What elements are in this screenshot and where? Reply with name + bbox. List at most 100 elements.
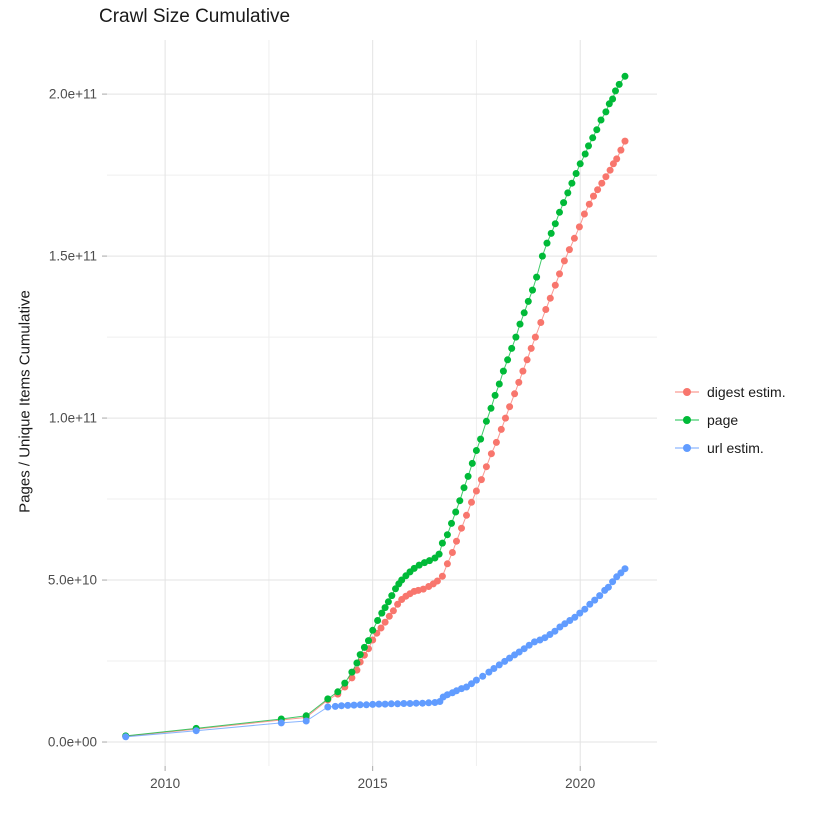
data-point	[360, 643, 368, 651]
data-point	[571, 613, 579, 621]
data-point	[392, 585, 399, 593]
data-point	[122, 733, 130, 741]
data-point	[495, 661, 503, 669]
data-point	[502, 414, 509, 422]
data-point	[590, 192, 597, 200]
data-point	[482, 417, 490, 425]
data-point	[375, 700, 383, 708]
data-point	[334, 688, 342, 696]
data-point	[425, 699, 433, 707]
data-point	[331, 702, 339, 710]
data-point	[485, 668, 493, 676]
data-point	[344, 701, 352, 709]
data-point	[499, 367, 507, 375]
data-point	[277, 719, 285, 727]
data-point	[524, 297, 532, 305]
data-point	[560, 257, 568, 265]
data-point	[609, 578, 617, 586]
data-point	[501, 657, 509, 665]
data-point	[381, 700, 389, 708]
data-point	[615, 80, 623, 88]
legend-label: page	[707, 412, 739, 428]
data-point	[556, 270, 563, 278]
data-point	[381, 604, 389, 612]
series-line-url-estim-	[125, 568, 626, 738]
data-point	[426, 557, 433, 565]
data-point	[338, 702, 345, 710]
data-point	[538, 252, 546, 260]
data-point	[543, 239, 551, 247]
legend-key-point	[683, 416, 691, 424]
data-point	[453, 537, 460, 545]
data-point	[448, 519, 455, 527]
data-point	[547, 229, 555, 237]
data-point	[561, 620, 569, 628]
data-point	[593, 126, 601, 134]
legend-key-icon	[675, 416, 699, 424]
data-point	[594, 186, 602, 194]
data-point	[585, 200, 593, 208]
data-point	[433, 577, 441, 585]
data-point	[384, 598, 392, 606]
y-axis-tick-label: 1.5e+11	[49, 249, 97, 264]
data-point	[531, 638, 538, 646]
data-point	[419, 699, 426, 707]
data-point	[356, 701, 364, 709]
data-point	[613, 155, 621, 163]
data-point	[479, 672, 487, 680]
data-point	[438, 539, 446, 547]
data-point	[497, 425, 505, 433]
data-point	[515, 648, 523, 656]
data-point	[570, 234, 578, 242]
data-point	[537, 319, 545, 326]
data-point	[348, 674, 356, 682]
data-point	[400, 700, 408, 707]
data-point	[596, 592, 604, 600]
data-point	[460, 484, 468, 492]
data-point	[565, 246, 573, 254]
data-point	[302, 712, 310, 720]
data-point	[463, 511, 470, 519]
data-point	[412, 699, 420, 707]
legend-label: digest estim.	[707, 384, 786, 400]
legend-item-page: page	[674, 406, 786, 434]
data-point	[542, 306, 550, 313]
data-point	[575, 223, 583, 231]
data-point	[512, 333, 520, 341]
data-point	[381, 618, 389, 626]
data-point	[576, 609, 584, 617]
data-point	[531, 333, 539, 341]
data-point	[341, 679, 349, 687]
data-point	[598, 179, 606, 187]
legend-key-icon	[675, 444, 699, 452]
data-point	[324, 703, 332, 711]
data-point	[511, 390, 519, 398]
data-point	[348, 668, 356, 676]
data-point	[621, 565, 629, 573]
data-point	[463, 683, 470, 691]
data-point	[356, 651, 364, 659]
data-point	[468, 680, 475, 688]
data-point	[604, 583, 612, 591]
data-point	[529, 286, 536, 294]
data-point	[302, 717, 310, 725]
data-point	[520, 645, 528, 653]
data-point	[472, 487, 480, 495]
data-point	[621, 72, 629, 80]
data-point	[581, 605, 589, 613]
data-point	[564, 189, 572, 197]
data-point	[617, 146, 625, 154]
data-point	[472, 447, 480, 454]
data-point	[192, 727, 200, 735]
data-point	[477, 435, 485, 443]
data-point	[487, 404, 495, 412]
data-point	[580, 210, 588, 218]
data-point	[519, 367, 527, 375]
data-point	[394, 600, 402, 608]
data-point	[515, 378, 523, 386]
data-point	[477, 476, 485, 484]
data-point	[525, 641, 533, 649]
data-point	[369, 700, 377, 708]
data-point	[388, 592, 396, 600]
